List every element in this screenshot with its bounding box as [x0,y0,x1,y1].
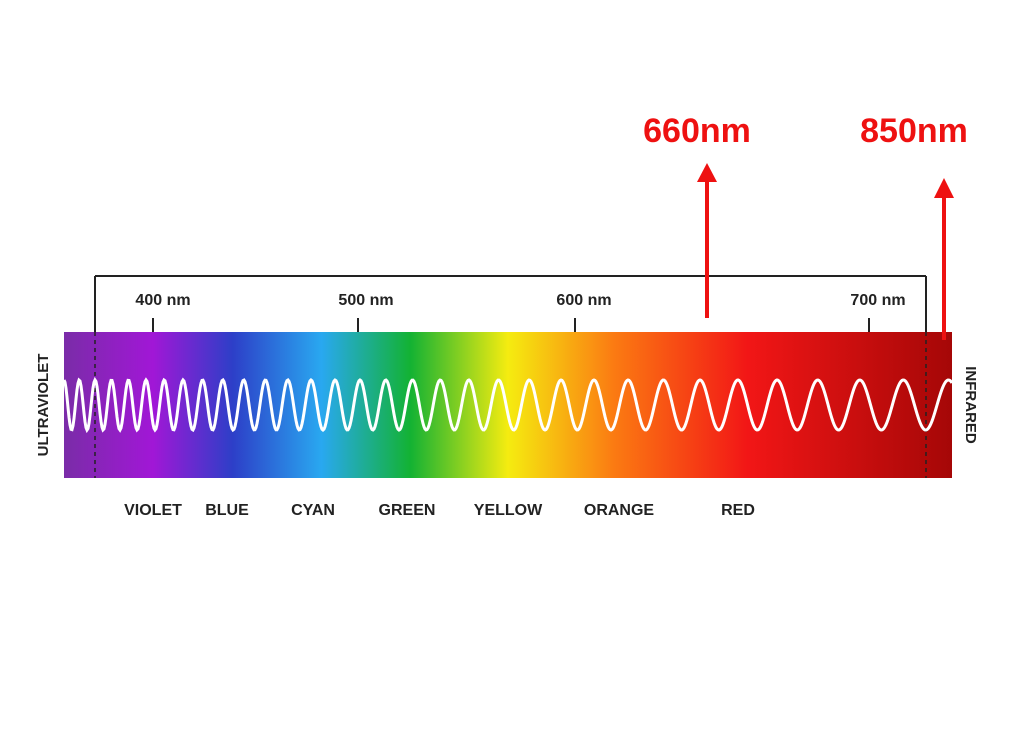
color-label-violet: VIOLET [124,502,182,519]
scale-ticks: 400 nm 500 nm 600 nm 700 nm [135,292,906,332]
tick-label-400: 400 nm [135,292,190,309]
marker-660nm-label: 660nm [643,112,751,150]
color-names: VIOLET BLUE CYAN GREEN YELLOW ORANGE RED [124,502,755,519]
color-label-orange: ORANGE [584,502,655,519]
marker-850nm: 850nm [860,112,968,340]
spectrum-band [64,332,952,478]
tick-label-500: 500 nm [338,292,393,309]
color-label-blue: BLUE [205,502,249,519]
color-label-yellow: YELLOW [474,502,543,519]
tick-label-600: 600 nm [556,292,611,309]
marker-850nm-arrow-head [934,178,954,198]
marker-660nm: 660nm [643,112,751,318]
color-label-red: RED [721,502,755,519]
infrared-label: INFRARED [962,366,979,444]
ultraviolet-label: ULTRAVIOLET [35,354,52,457]
marker-660nm-arrow-head [697,163,717,182]
color-label-green: GREEN [379,502,436,519]
scale-bracket [94,275,927,332]
color-label-cyan: CYAN [291,502,335,519]
tick-label-700: 700 nm [850,292,905,309]
marker-850nm-label: 850nm [860,112,968,150]
wave-line [62,376,954,434]
